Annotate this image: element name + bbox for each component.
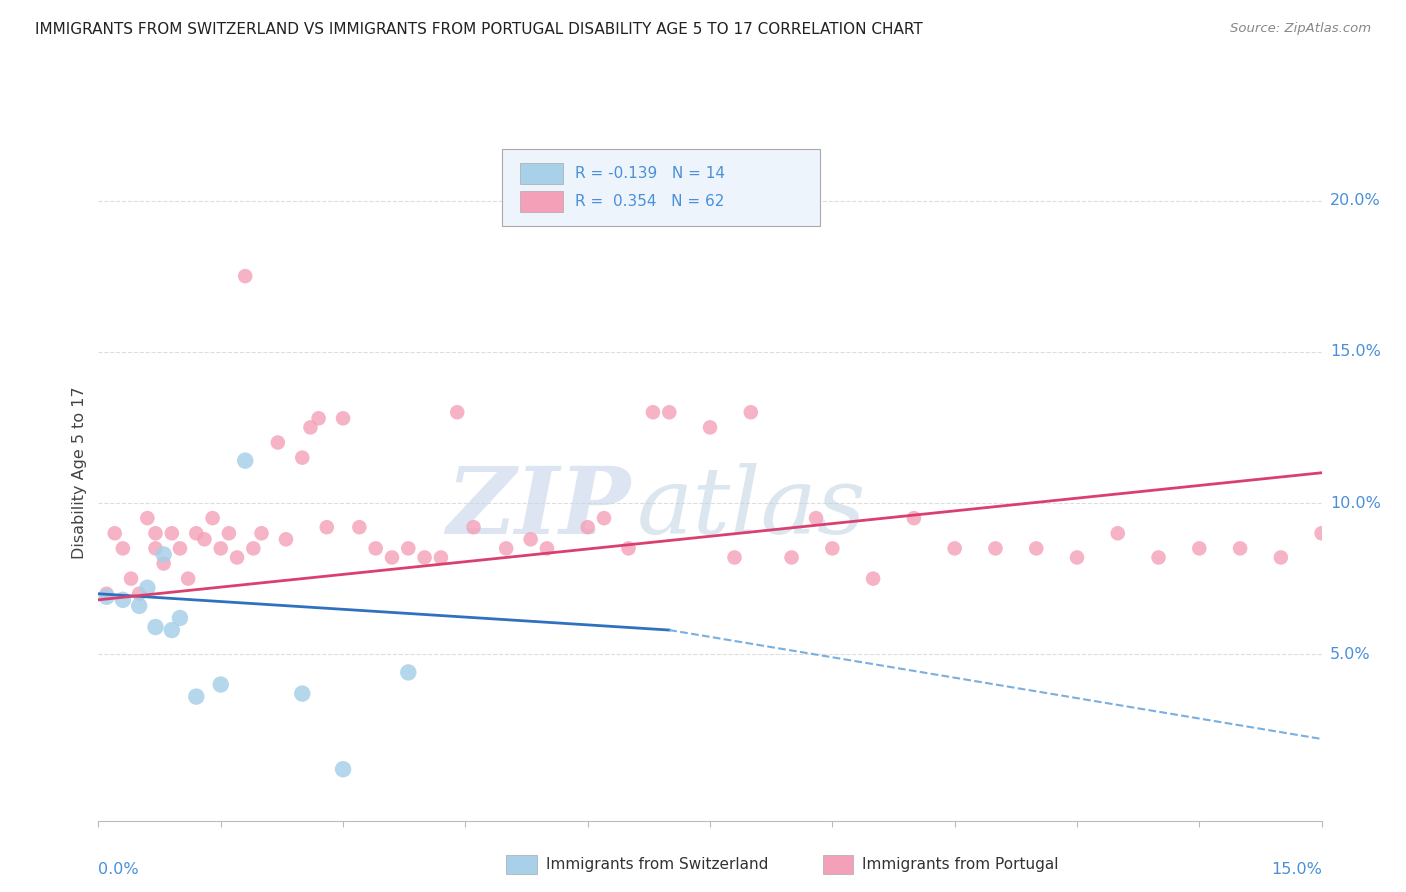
Text: 0.0%: 0.0% <box>98 863 139 878</box>
Point <box>233 453 256 467</box>
Point <box>145 541 167 556</box>
Text: IMMIGRANTS FROM SWITZERLAND VS IMMIGRANTS FROM PORTUGAL DISABILITY AGE 5 TO 17 C: IMMIGRANTS FROM SWITZERLAND VS IMMIGRANT… <box>35 22 922 37</box>
Point <box>111 592 134 607</box>
Point <box>984 541 1007 556</box>
Point <box>740 405 762 419</box>
Point <box>209 677 232 691</box>
Point <box>699 420 721 434</box>
Point <box>396 665 419 680</box>
Point <box>446 405 468 419</box>
Text: 10.0%: 10.0% <box>1330 496 1381 510</box>
Text: Immigrants from Portugal: Immigrants from Portugal <box>862 857 1059 871</box>
Point <box>186 526 208 541</box>
Point <box>396 541 419 556</box>
Point <box>903 511 925 525</box>
Point <box>250 526 273 541</box>
Point <box>308 411 330 425</box>
Point <box>96 590 118 604</box>
Point <box>576 520 599 534</box>
Point <box>104 526 127 541</box>
FancyBboxPatch shape <box>502 149 820 226</box>
Point <box>495 541 517 556</box>
Point <box>209 541 232 556</box>
Point <box>242 541 264 556</box>
Point <box>463 520 485 534</box>
Point <box>186 690 208 704</box>
Text: R = -0.139   N = 14: R = -0.139 N = 14 <box>575 166 725 181</box>
Y-axis label: Disability Age 5 to 17: Disability Age 5 to 17 <box>72 386 87 559</box>
Point <box>96 587 118 601</box>
Point <box>617 541 640 556</box>
Point <box>193 533 215 547</box>
Point <box>364 541 387 556</box>
Point <box>349 520 371 534</box>
Point <box>723 550 745 565</box>
Point <box>233 269 256 284</box>
Point <box>111 541 134 556</box>
Point <box>804 511 827 525</box>
Text: atlas: atlas <box>637 463 866 552</box>
Point <box>145 526 167 541</box>
Point <box>299 420 322 434</box>
Point <box>218 526 240 541</box>
Point <box>332 762 354 776</box>
Point <box>291 687 314 701</box>
Point <box>128 599 150 613</box>
Point <box>641 405 664 419</box>
Point <box>332 411 354 425</box>
Point <box>1066 550 1088 565</box>
FancyBboxPatch shape <box>520 163 564 184</box>
Point <box>821 541 844 556</box>
Text: Source: ZipAtlas.com: Source: ZipAtlas.com <box>1230 22 1371 36</box>
Point <box>128 587 150 601</box>
Point <box>160 623 183 637</box>
Text: 20.0%: 20.0% <box>1330 193 1381 208</box>
Point <box>593 511 616 525</box>
Point <box>430 550 453 565</box>
Point <box>136 511 159 525</box>
Point <box>413 550 436 565</box>
Point <box>169 541 191 556</box>
Point <box>536 541 558 556</box>
Point <box>1107 526 1129 541</box>
Point <box>169 611 191 625</box>
Text: R =  0.354   N = 62: R = 0.354 N = 62 <box>575 194 725 209</box>
Point <box>201 511 224 525</box>
Point <box>862 572 884 586</box>
Point <box>519 533 541 547</box>
Point <box>1229 541 1251 556</box>
Point <box>658 405 681 419</box>
Point <box>120 572 142 586</box>
Text: Immigrants from Switzerland: Immigrants from Switzerland <box>546 857 768 871</box>
Text: ZIP: ZIP <box>446 463 630 552</box>
Point <box>381 550 404 565</box>
Text: 15.0%: 15.0% <box>1330 344 1381 359</box>
Point <box>226 550 249 565</box>
Point <box>780 550 803 565</box>
Point <box>1310 526 1333 541</box>
Point <box>136 581 159 595</box>
Point <box>145 620 167 634</box>
FancyBboxPatch shape <box>520 191 564 212</box>
Point <box>152 557 174 571</box>
Point <box>291 450 314 465</box>
Point <box>160 526 183 541</box>
Text: 15.0%: 15.0% <box>1271 863 1322 878</box>
Point <box>1025 541 1047 556</box>
Text: 5.0%: 5.0% <box>1330 647 1371 662</box>
Point <box>177 572 200 586</box>
Point <box>267 435 290 450</box>
Point <box>274 533 297 547</box>
Point <box>943 541 966 556</box>
Point <box>1147 550 1170 565</box>
Point <box>315 520 337 534</box>
Point <box>152 548 174 562</box>
Point <box>1188 541 1211 556</box>
Point <box>1270 550 1292 565</box>
